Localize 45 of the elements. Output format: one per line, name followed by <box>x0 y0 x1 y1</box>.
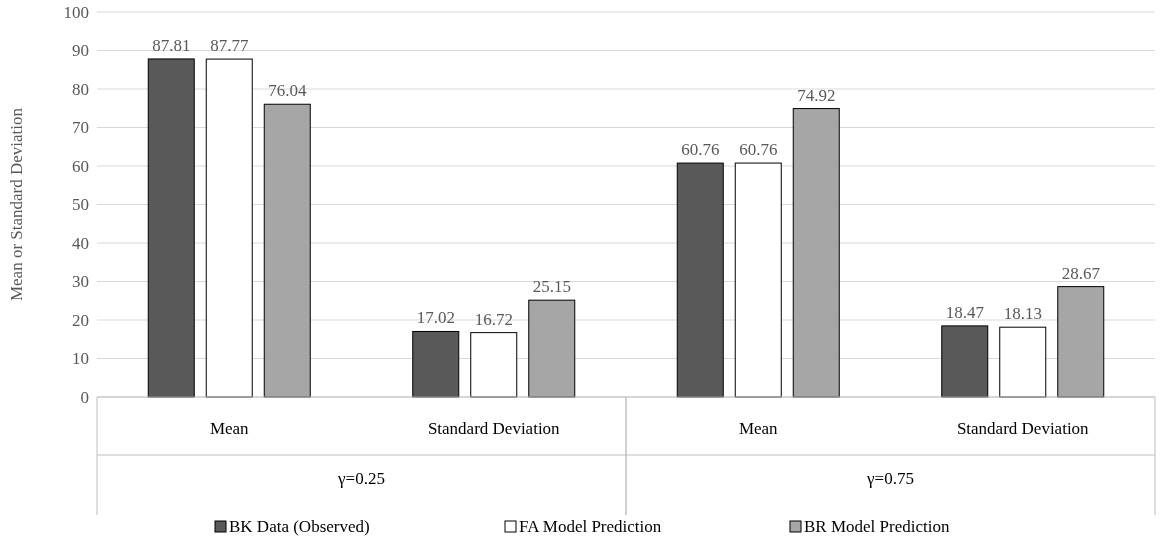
y-tick-label: 70 <box>72 118 89 138</box>
bar <box>263 103 311 398</box>
data-label: 18.13 <box>1003 304 1042 324</box>
x-tick-label: Mean <box>738 419 779 438</box>
legend-label: BK Data (Observed) <box>229 517 370 536</box>
legend-label: BR Model Prediction <box>804 517 950 536</box>
y-tick-label: 90 <box>72 41 89 61</box>
y-tick-label: 0 <box>80 387 89 407</box>
y-tick-label: 20 <box>72 310 89 330</box>
y-tick-label: 80 <box>72 79 89 99</box>
y-tick-label: 10 <box>72 349 89 369</box>
bar <box>1057 286 1105 398</box>
y-axis-title: Mean or Standard Deviation <box>7 107 26 302</box>
y-tick-label: 100 <box>63 2 89 22</box>
x-tick-label: Standard Deviation <box>427 419 561 438</box>
bar <box>792 108 840 398</box>
y-tick-label: 50 <box>72 195 89 215</box>
bar <box>941 325 989 398</box>
data-label: 60.76 <box>681 140 720 160</box>
bar <box>205 58 253 398</box>
data-label: 16.72 <box>474 309 513 329</box>
data-label: 87.81 <box>152 35 191 55</box>
data-label: 18.47 <box>945 302 985 322</box>
data-label: 87.77 <box>210 36 249 56</box>
data-label: 74.92 <box>797 85 836 105</box>
text: γ=0.75 <box>866 469 914 488</box>
bar <box>676 162 724 398</box>
y-tick-label: 30 <box>72 272 89 292</box>
data-label: 60.76 <box>739 140 778 160</box>
y-tick-label: 40 <box>72 233 89 253</box>
data-label: 76.04 <box>268 81 307 101</box>
data-label: 17.02 <box>416 308 455 328</box>
bar <box>528 299 576 398</box>
x-tick-label: Mean <box>209 419 250 438</box>
data-label: 28.67 <box>1061 263 1101 283</box>
bar <box>147 58 195 398</box>
bar <box>734 162 782 398</box>
legend-label: FA Model Prediction <box>519 517 662 536</box>
bar <box>470 332 518 398</box>
bar <box>412 330 460 398</box>
x-tick-label: Standard Deviation <box>956 419 1090 438</box>
bar <box>999 326 1047 398</box>
data-label: 25.15 <box>532 277 571 297</box>
text: γ=0.25 <box>337 469 385 488</box>
y-tick-label: 60 <box>72 156 89 176</box>
